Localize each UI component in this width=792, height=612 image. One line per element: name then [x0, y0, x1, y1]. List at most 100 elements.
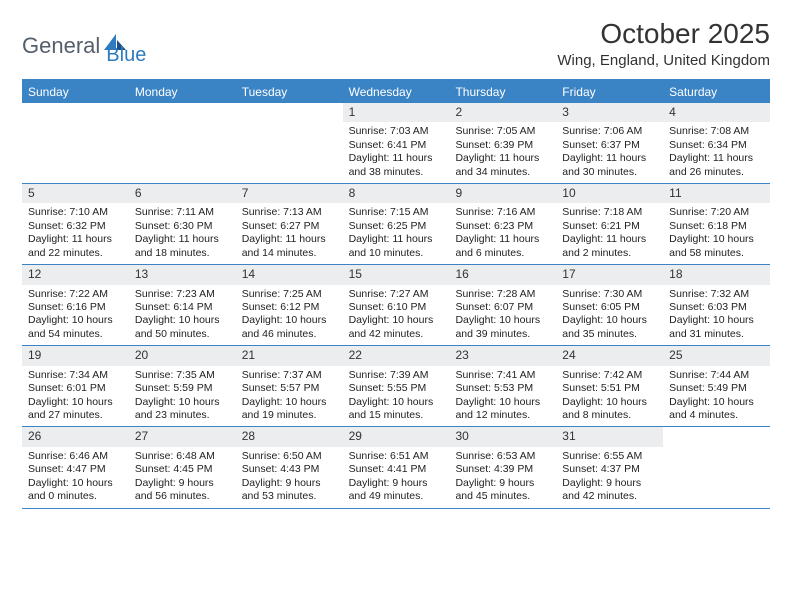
day-body: Sunrise: 7:22 AMSunset: 6:16 PMDaylight:… [22, 285, 129, 346]
daylight-line: Daylight: 10 hours and 8 minutes. [562, 396, 657, 423]
sunrise-line: Sunrise: 6:48 AM [135, 450, 230, 463]
sunrise-line: Sunrise: 7:06 AM [562, 125, 657, 138]
day-cell: 12Sunrise: 7:22 AMSunset: 6:16 PMDayligh… [22, 265, 129, 345]
weekday-header: Friday [556, 81, 663, 103]
day-cell: 28Sunrise: 6:50 AMSunset: 4:43 PMDayligh… [236, 427, 343, 507]
day-number: 12 [22, 265, 129, 284]
day-cell: 3Sunrise: 7:06 AMSunset: 6:37 PMDaylight… [556, 103, 663, 183]
day-number: 7 [236, 184, 343, 203]
sunrise-line: Sunrise: 7:44 AM [669, 369, 764, 382]
sunset-line: Sunset: 6:30 PM [135, 220, 230, 233]
day-number: 25 [663, 346, 770, 365]
sunrise-line: Sunrise: 7:22 AM [28, 288, 123, 301]
day-number: 20 [129, 346, 236, 365]
day-number: 30 [449, 427, 556, 446]
sunrise-line: Sunrise: 7:11 AM [135, 206, 230, 219]
sunrise-line: Sunrise: 7:42 AM [562, 369, 657, 382]
daylight-line: Daylight: 11 hours and 22 minutes. [28, 233, 123, 260]
day-body: Sunrise: 7:06 AMSunset: 6:37 PMDaylight:… [556, 122, 663, 183]
daylight-line: Daylight: 10 hours and 12 minutes. [455, 396, 550, 423]
day-cell: 6Sunrise: 7:11 AMSunset: 6:30 PMDaylight… [129, 184, 236, 264]
day-number: 10 [556, 184, 663, 203]
day-body: Sunrise: 7:28 AMSunset: 6:07 PMDaylight:… [449, 285, 556, 346]
weekday-header: Tuesday [236, 81, 343, 103]
day-cell: 13Sunrise: 7:23 AMSunset: 6:14 PMDayligh… [129, 265, 236, 345]
sunset-line: Sunset: 6:16 PM [28, 301, 123, 314]
daylight-line: Daylight: 9 hours and 45 minutes. [455, 477, 550, 504]
logo-word-general: General [22, 33, 100, 59]
sunset-line: Sunset: 6:34 PM [669, 139, 764, 152]
calendar: SundayMondayTuesdayWednesdayThursdayFrid… [22, 81, 770, 509]
daylight-line: Daylight: 10 hours and 46 minutes. [242, 314, 337, 341]
sunrise-line: Sunrise: 7:23 AM [135, 288, 230, 301]
day-body: Sunrise: 6:55 AMSunset: 4:37 PMDaylight:… [556, 447, 663, 508]
day-number: 26 [22, 427, 129, 446]
day-body: Sunrise: 7:44 AMSunset: 5:49 PMDaylight:… [663, 366, 770, 427]
day-cell: 16Sunrise: 7:28 AMSunset: 6:07 PMDayligh… [449, 265, 556, 345]
daylight-line: Daylight: 9 hours and 42 minutes. [562, 477, 657, 504]
sunrise-line: Sunrise: 7:34 AM [28, 369, 123, 382]
weekday-header: Wednesday [343, 81, 450, 103]
day-number: 31 [556, 427, 663, 446]
sunrise-line: Sunrise: 7:08 AM [669, 125, 764, 138]
day-number: 21 [236, 346, 343, 365]
daylight-line: Daylight: 10 hours and 23 minutes. [135, 396, 230, 423]
day-body: Sunrise: 7:25 AMSunset: 6:12 PMDaylight:… [236, 285, 343, 346]
sunset-line: Sunset: 5:53 PM [455, 382, 550, 395]
day-body: Sunrise: 7:16 AMSunset: 6:23 PMDaylight:… [449, 203, 556, 264]
sunset-line: Sunset: 4:41 PM [349, 463, 444, 476]
day-number: 19 [22, 346, 129, 365]
day-number: 9 [449, 184, 556, 203]
day-number: 13 [129, 265, 236, 284]
day-cell: 9Sunrise: 7:16 AMSunset: 6:23 PMDaylight… [449, 184, 556, 264]
sunrise-line: Sunrise: 6:55 AM [562, 450, 657, 463]
day-body: Sunrise: 7:39 AMSunset: 5:55 PMDaylight:… [343, 366, 450, 427]
logo-word-blue: Blue [106, 44, 146, 67]
sunset-line: Sunset: 5:49 PM [669, 382, 764, 395]
day-cell: 30Sunrise: 6:53 AMSunset: 4:39 PMDayligh… [449, 427, 556, 507]
sunset-line: Sunset: 6:41 PM [349, 139, 444, 152]
day-body: Sunrise: 7:03 AMSunset: 6:41 PMDaylight:… [343, 122, 450, 183]
sunset-line: Sunset: 4:39 PM [455, 463, 550, 476]
daylight-line: Daylight: 9 hours and 56 minutes. [135, 477, 230, 504]
day-number: 18 [663, 265, 770, 284]
day-body: Sunrise: 6:50 AMSunset: 4:43 PMDaylight:… [236, 447, 343, 508]
day-body: Sunrise: 7:27 AMSunset: 6:10 PMDaylight:… [343, 285, 450, 346]
sunset-line: Sunset: 6:01 PM [28, 382, 123, 395]
sunrise-line: Sunrise: 7:37 AM [242, 369, 337, 382]
header: General Blue October 2025 Wing, England,… [22, 18, 770, 69]
weekday-header: Monday [129, 81, 236, 103]
day-cell: 15Sunrise: 7:27 AMSunset: 6:10 PMDayligh… [343, 265, 450, 345]
day-cell [663, 427, 770, 507]
sunset-line: Sunset: 6:14 PM [135, 301, 230, 314]
day-body: Sunrise: 7:20 AMSunset: 6:18 PMDaylight:… [663, 203, 770, 264]
sunrise-line: Sunrise: 6:46 AM [28, 450, 123, 463]
day-number: 27 [129, 427, 236, 446]
day-cell: 11Sunrise: 7:20 AMSunset: 6:18 PMDayligh… [663, 184, 770, 264]
sunrise-line: Sunrise: 7:13 AM [242, 206, 337, 219]
day-body: Sunrise: 7:11 AMSunset: 6:30 PMDaylight:… [129, 203, 236, 264]
sunrise-line: Sunrise: 7:35 AM [135, 369, 230, 382]
sunset-line: Sunset: 5:51 PM [562, 382, 657, 395]
week-row: 26Sunrise: 6:46 AMSunset: 4:47 PMDayligh… [22, 427, 770, 508]
day-body: Sunrise: 6:46 AMSunset: 4:47 PMDaylight:… [22, 447, 129, 508]
sunrise-line: Sunrise: 7:27 AM [349, 288, 444, 301]
sunrise-line: Sunrise: 7:16 AM [455, 206, 550, 219]
day-cell: 1Sunrise: 7:03 AMSunset: 6:41 PMDaylight… [343, 103, 450, 183]
daylight-line: Daylight: 11 hours and 14 minutes. [242, 233, 337, 260]
day-cell: 22Sunrise: 7:39 AMSunset: 5:55 PMDayligh… [343, 346, 450, 426]
week-row: 5Sunrise: 7:10 AMSunset: 6:32 PMDaylight… [22, 184, 770, 265]
day-body: Sunrise: 7:37 AMSunset: 5:57 PMDaylight:… [236, 366, 343, 427]
weekday-header-row: SundayMondayTuesdayWednesdayThursdayFrid… [22, 81, 770, 103]
day-cell: 31Sunrise: 6:55 AMSunset: 4:37 PMDayligh… [556, 427, 663, 507]
day-number: 28 [236, 427, 343, 446]
sunset-line: Sunset: 6:12 PM [242, 301, 337, 314]
daylight-line: Daylight: 10 hours and 4 minutes. [669, 396, 764, 423]
sunset-line: Sunset: 6:25 PM [349, 220, 444, 233]
sunset-line: Sunset: 5:57 PM [242, 382, 337, 395]
day-number: 14 [236, 265, 343, 284]
day-cell: 29Sunrise: 6:51 AMSunset: 4:41 PMDayligh… [343, 427, 450, 507]
daylight-line: Daylight: 10 hours and 42 minutes. [349, 314, 444, 341]
day-body: Sunrise: 6:48 AMSunset: 4:45 PMDaylight:… [129, 447, 236, 508]
daylight-line: Daylight: 10 hours and 19 minutes. [242, 396, 337, 423]
